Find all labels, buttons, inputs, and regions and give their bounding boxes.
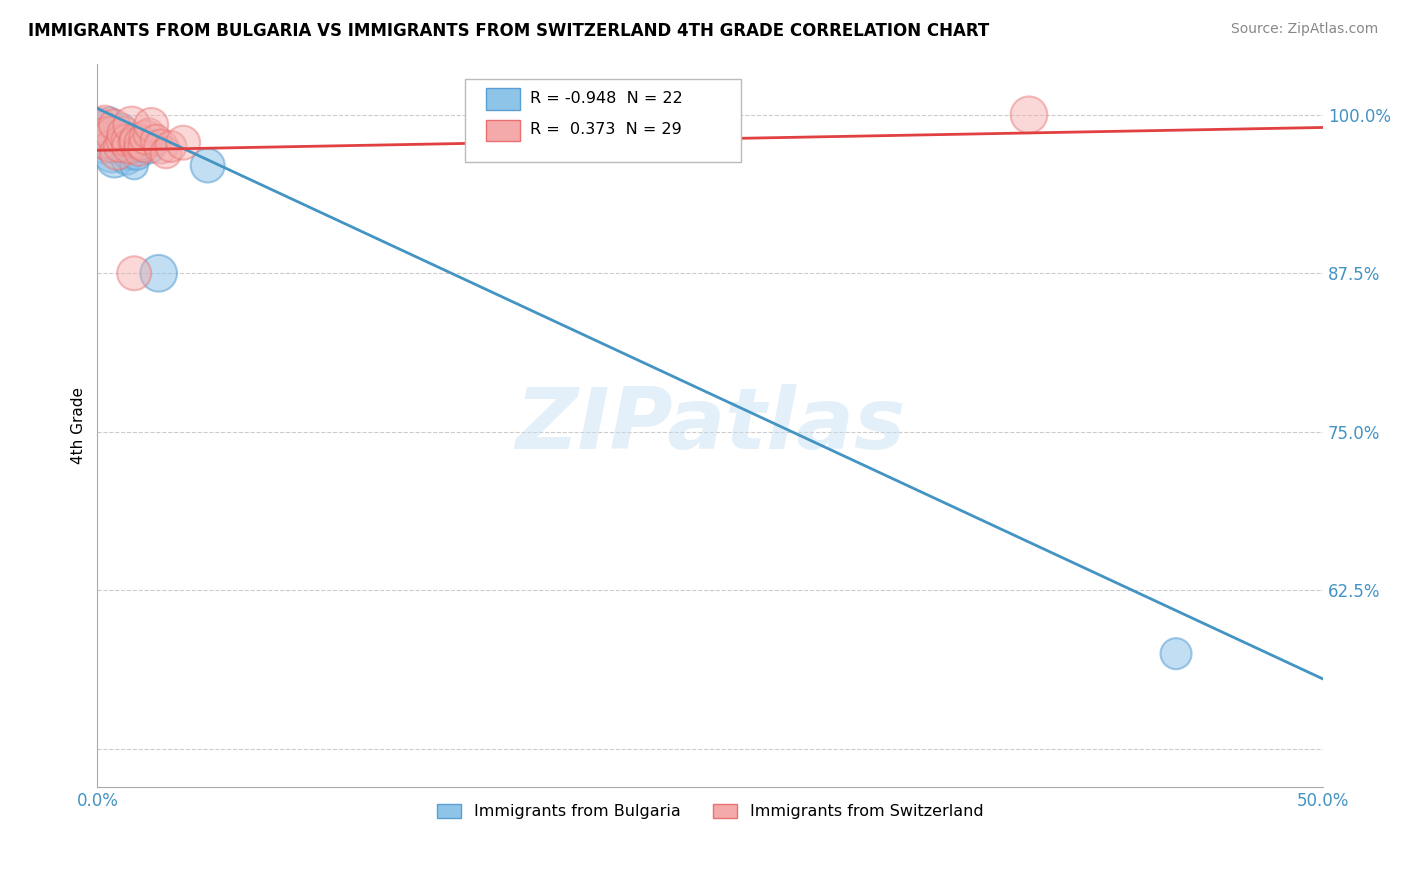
Point — [115, 152, 138, 166]
Text: R = -0.948  N = 22: R = -0.948 N = 22 — [530, 90, 683, 105]
Point — [101, 145, 124, 160]
Point — [91, 133, 114, 147]
Point — [128, 139, 150, 153]
Point — [138, 139, 160, 153]
Point — [93, 114, 115, 128]
Point — [103, 152, 125, 166]
FancyBboxPatch shape — [465, 78, 741, 161]
Point — [145, 133, 167, 147]
Point — [101, 127, 124, 141]
Point — [122, 159, 145, 173]
Point — [197, 159, 219, 173]
Point — [131, 133, 153, 147]
Point — [108, 127, 131, 141]
Point — [118, 145, 141, 160]
Point — [121, 139, 143, 153]
Point — [150, 139, 173, 153]
Y-axis label: 4th Grade: 4th Grade — [72, 387, 86, 464]
Point — [89, 118, 111, 132]
Text: IMMIGRANTS FROM BULGARIA VS IMMIGRANTS FROM SWITZERLAND 4TH GRADE CORRELATION CH: IMMIGRANTS FROM BULGARIA VS IMMIGRANTS F… — [28, 22, 990, 40]
Point — [105, 139, 128, 153]
Point — [122, 266, 145, 280]
Text: ZIPatlas: ZIPatlas — [515, 384, 905, 467]
Point — [155, 145, 177, 160]
Point — [103, 118, 125, 132]
Point — [112, 139, 135, 153]
Point — [172, 136, 194, 150]
Point — [115, 133, 138, 147]
Point — [93, 139, 115, 153]
Point — [148, 266, 170, 280]
Point — [1018, 108, 1040, 122]
Point — [121, 118, 143, 132]
FancyBboxPatch shape — [486, 120, 520, 142]
Point — [135, 130, 157, 145]
Point — [132, 139, 155, 153]
Point — [112, 127, 135, 141]
Point — [96, 127, 118, 141]
Point — [125, 133, 148, 147]
FancyBboxPatch shape — [486, 88, 520, 110]
Point — [128, 143, 150, 157]
Point — [96, 133, 118, 147]
Point — [98, 139, 121, 153]
Point — [160, 139, 183, 153]
Point — [141, 118, 163, 132]
Legend: Immigrants from Bulgaria, Immigrants from Switzerland: Immigrants from Bulgaria, Immigrants fro… — [432, 797, 990, 826]
Point — [105, 145, 128, 160]
Point — [108, 139, 131, 153]
Point — [1164, 647, 1187, 661]
Point — [98, 114, 121, 128]
Point — [118, 139, 141, 153]
Point — [91, 127, 114, 141]
Point — [89, 120, 111, 135]
Point — [138, 127, 160, 141]
Text: R =  0.373  N = 29: R = 0.373 N = 29 — [530, 122, 682, 137]
Point — [111, 133, 134, 147]
Text: Source: ZipAtlas.com: Source: ZipAtlas.com — [1230, 22, 1378, 37]
Point — [122, 136, 145, 150]
Point — [131, 136, 153, 150]
Point — [125, 145, 148, 160]
Point — [111, 120, 134, 135]
